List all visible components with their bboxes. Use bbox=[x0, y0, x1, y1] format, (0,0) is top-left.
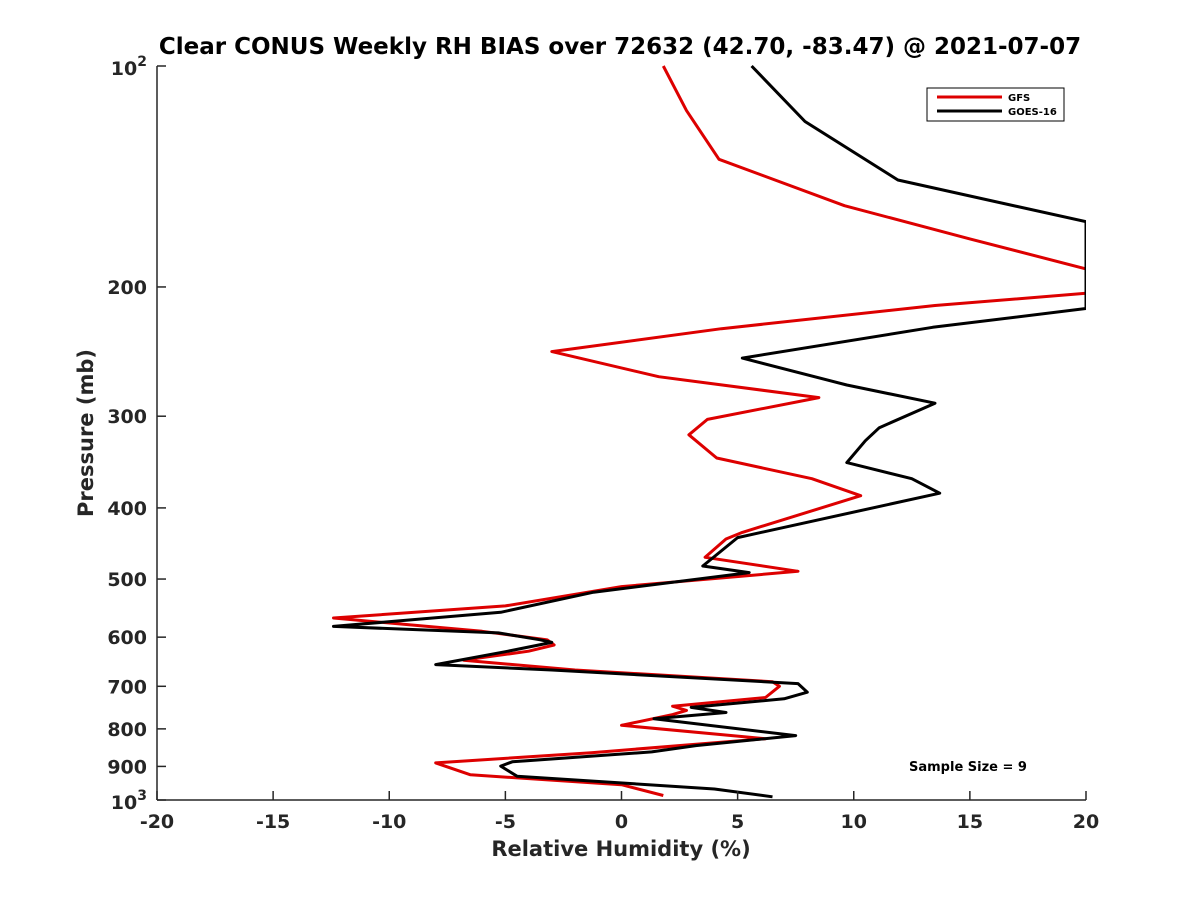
series-line-gfs bbox=[332, 65, 1086, 797]
legend: GFS GOES-16 bbox=[926, 87, 1065, 122]
legend-label: GFS bbox=[1008, 93, 1030, 104]
x-tick-label: -10 bbox=[372, 811, 406, 833]
y-tick-label: 500 bbox=[107, 569, 147, 591]
y-tick-label: 300 bbox=[107, 406, 147, 428]
y-tick-label: 400 bbox=[107, 498, 147, 520]
ticks-layer: -20 -15 -10 -5 0 5 10 15 20 102 200 300 400 500 600 700… bbox=[107, 54, 1099, 833]
x-tick-label: 15 bbox=[957, 811, 983, 833]
plot-frame bbox=[157, 66, 1086, 800]
x-tick-label: -5 bbox=[495, 811, 516, 833]
legend-box bbox=[926, 87, 1065, 122]
chart-title: Clear CONUS Weekly RH BIAS over 72632 (4… bbox=[159, 34, 1081, 60]
legend-label: GOES-16 bbox=[1008, 107, 1057, 118]
y-tick-label: 102 bbox=[111, 54, 147, 80]
y-tick-label: 900 bbox=[107, 756, 147, 778]
y-tick-label: 600 bbox=[107, 627, 147, 649]
x-axis-label: Relative Humidity (%) bbox=[491, 837, 750, 861]
y-tick-label: 800 bbox=[107, 719, 147, 741]
series-layer bbox=[332, 64, 1086, 799]
y-tick-label: 700 bbox=[107, 676, 147, 698]
sample-size-annotation: Sample Size = 9 bbox=[909, 760, 1027, 775]
x-tick-label: 5 bbox=[731, 811, 744, 833]
series-line-goes16 bbox=[332, 64, 1086, 799]
x-tick-label: 0 bbox=[615, 811, 628, 833]
x-tick-label: -20 bbox=[140, 811, 174, 833]
x-tick-label: -15 bbox=[256, 811, 290, 833]
x-tick-label: 20 bbox=[1073, 811, 1099, 833]
y-axis-label: Pressure (mb) bbox=[74, 349, 98, 517]
y-tick-label: 103 bbox=[111, 788, 147, 814]
x-tick-label: 10 bbox=[841, 811, 867, 833]
y-tick-label: 200 bbox=[107, 277, 147, 299]
